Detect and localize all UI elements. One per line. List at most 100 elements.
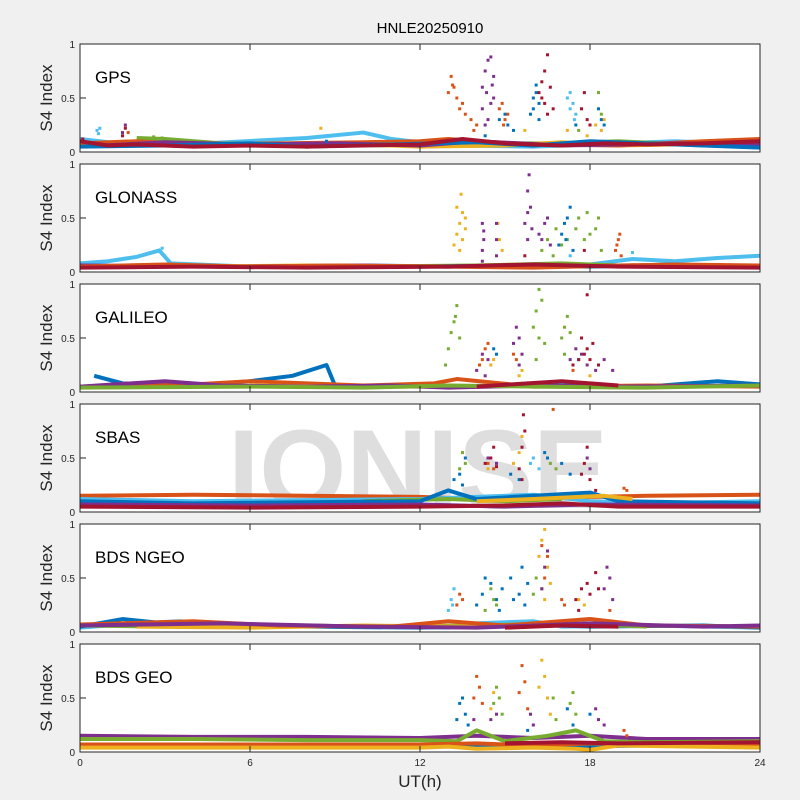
data-point <box>597 587 600 591</box>
data-point <box>531 325 535 329</box>
data-point <box>574 712 578 716</box>
data-point <box>568 331 572 335</box>
data-point <box>614 248 617 252</box>
data-point <box>483 461 487 465</box>
data-point <box>446 608 450 612</box>
data-point <box>458 221 462 225</box>
data-point <box>483 347 487 351</box>
data-point <box>608 608 612 612</box>
y-tick-label: 0 <box>69 268 75 279</box>
data-point <box>537 467 541 471</box>
data-point <box>582 352 586 356</box>
data-point <box>520 434 524 438</box>
data-point <box>517 467 521 471</box>
series-darkred <box>504 740 760 746</box>
data-point <box>483 123 487 127</box>
data-point <box>486 58 490 62</box>
data-point <box>571 368 575 372</box>
data-point <box>446 347 450 351</box>
data-point <box>582 603 586 607</box>
data-point <box>319 126 323 130</box>
data-point <box>577 598 581 602</box>
data-point <box>540 587 544 591</box>
series-baseline-line <box>80 137 760 149</box>
data-point <box>512 341 515 345</box>
data-point <box>565 707 569 711</box>
data-point <box>453 314 457 318</box>
data-point <box>565 96 569 100</box>
data-point <box>526 211 530 215</box>
data-point <box>588 123 592 127</box>
data-point <box>523 603 527 607</box>
plot-area <box>80 658 760 752</box>
data-point <box>495 238 498 242</box>
series-baseline-line <box>504 740 760 746</box>
data-point <box>463 712 467 716</box>
data-point <box>480 352 484 356</box>
data-point <box>537 91 541 95</box>
subplot-sbas: IONISE 0 0.5 1 S4 Index SBAS <box>37 400 761 532</box>
data-point <box>605 565 609 569</box>
data-point <box>568 254 572 258</box>
data-point <box>588 467 592 471</box>
data-point <box>458 248 462 252</box>
data-point <box>585 456 589 460</box>
series-purple <box>80 707 760 742</box>
data-point <box>574 227 578 231</box>
data-point <box>537 118 541 122</box>
data-point <box>585 445 589 449</box>
data-point <box>585 293 589 297</box>
x-tick-label: 24 <box>754 758 766 769</box>
data-point <box>492 96 496 100</box>
data-point <box>452 85 456 89</box>
data-point <box>622 486 626 490</box>
data-point <box>526 728 530 732</box>
watermark: IONISE <box>228 407 608 532</box>
data-point <box>98 126 102 130</box>
data-point <box>526 189 530 193</box>
data-point <box>512 598 515 602</box>
data-point <box>585 347 589 351</box>
data-point <box>492 598 496 602</box>
x-axis-label: UT(h) <box>398 772 441 791</box>
data-point <box>520 565 524 569</box>
data-point <box>540 96 544 100</box>
subplot-galileo: 0 0.5 1 S4 Index GALILEO <box>37 280 761 399</box>
data-point <box>497 118 501 122</box>
data-point <box>461 598 464 602</box>
data-point <box>492 74 496 78</box>
data-point <box>455 603 459 607</box>
data-point <box>486 467 490 471</box>
series-baseline-line <box>80 621 760 630</box>
data-point <box>574 598 578 602</box>
data-point <box>572 118 576 122</box>
series-yellow <box>476 434 633 504</box>
data-point <box>475 603 479 607</box>
data-point <box>455 96 459 100</box>
data-point <box>458 701 462 705</box>
data-point <box>608 576 612 580</box>
y-tick-label: 0.5 <box>61 454 75 465</box>
data-point <box>480 85 484 89</box>
data-point <box>495 598 498 602</box>
data-point <box>449 598 453 602</box>
data-point <box>563 221 566 225</box>
data-point <box>478 363 481 367</box>
data-point <box>526 707 530 711</box>
data-point <box>126 131 130 135</box>
data-point <box>565 216 569 220</box>
data-point <box>551 696 555 700</box>
axes-background <box>80 164 760 272</box>
axes-background <box>80 524 760 632</box>
data-point <box>495 465 498 469</box>
data-point <box>492 445 496 449</box>
data-point <box>451 603 455 607</box>
data-point <box>160 246 164 250</box>
data-point <box>452 478 456 482</box>
data-point <box>517 691 521 695</box>
data-point <box>463 216 467 220</box>
data-point <box>543 69 547 73</box>
data-point <box>452 320 456 324</box>
data-point <box>597 718 600 722</box>
